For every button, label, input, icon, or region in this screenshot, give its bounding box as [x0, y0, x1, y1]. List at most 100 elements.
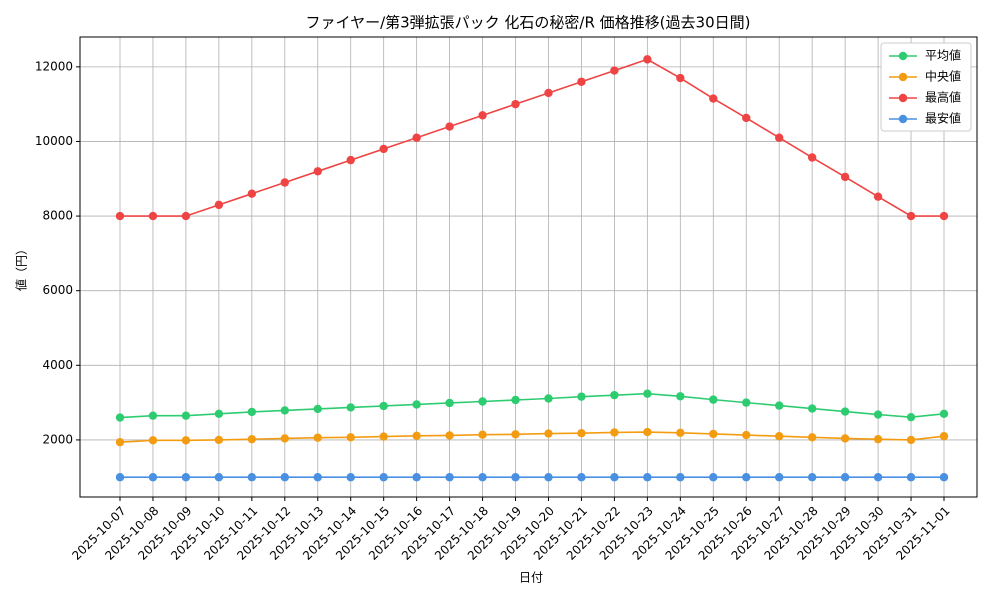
data-point	[445, 473, 454, 482]
data-point	[148, 473, 158, 482]
data-point	[445, 398, 454, 408]
data-point	[181, 211, 191, 221]
data-point	[280, 406, 289, 415]
legend-box	[880, 42, 972, 132]
data-point	[445, 431, 454, 440]
data-point	[379, 144, 388, 154]
data-point	[181, 473, 191, 482]
data-point	[313, 167, 322, 176]
data-point	[544, 88, 553, 98]
data-point	[807, 153, 817, 162]
data-point	[346, 155, 355, 165]
data-point	[148, 411, 158, 420]
series-line	[120, 58, 944, 217]
data-point	[906, 211, 916, 221]
data-point	[478, 397, 487, 406]
data-point	[511, 473, 520, 482]
data-point	[478, 473, 487, 482]
data-point	[709, 94, 718, 103]
data-point	[412, 473, 421, 482]
data-point	[807, 433, 817, 442]
data-point	[906, 473, 916, 482]
data-point	[214, 200, 224, 210]
legend-marker	[898, 51, 908, 61]
data-point	[247, 189, 257, 198]
data-point	[906, 412, 916, 422]
data-point	[346, 433, 355, 442]
data-point	[247, 473, 257, 482]
data-point	[148, 436, 158, 445]
data-point	[643, 427, 652, 437]
data-point	[346, 473, 355, 482]
data-point	[544, 473, 553, 482]
legend-marker	[898, 93, 908, 103]
data-point	[181, 436, 191, 445]
data-point	[511, 430, 520, 439]
data-point	[709, 429, 718, 439]
data-point	[478, 111, 487, 120]
data-point	[676, 73, 685, 83]
legend-marker	[898, 114, 908, 124]
data-point	[115, 437, 125, 447]
data-point	[676, 428, 685, 438]
data-point	[807, 404, 817, 413]
data-point	[511, 395, 520, 405]
legend-label: 平均値	[925, 48, 961, 63]
data-point	[214, 409, 224, 419]
x-axis-label: 日付	[519, 571, 543, 585]
data-point	[643, 473, 652, 482]
data-point	[280, 178, 289, 187]
data-point	[939, 409, 949, 419]
data-point	[379, 432, 388, 441]
data-point	[775, 431, 784, 441]
data-point	[379, 401, 388, 411]
y-tick-label: 2000	[42, 432, 73, 446]
data-point	[346, 403, 355, 412]
data-point	[577, 473, 586, 482]
data-point	[775, 401, 784, 410]
y-tick-label: 4000	[42, 358, 73, 372]
data-point	[873, 434, 883, 444]
data-point	[280, 434, 289, 443]
data-point	[643, 55, 652, 64]
y-axis-label: 値（円）	[14, 243, 29, 291]
legend-label: 最高値	[925, 90, 961, 105]
y-tick-label: 6000	[42, 283, 73, 297]
data-point	[873, 473, 883, 482]
series-line	[119, 431, 945, 443]
plot-frame	[79, 36, 978, 498]
data-point	[873, 410, 883, 419]
data-point	[610, 428, 619, 437]
data-point	[742, 473, 751, 482]
data-point	[643, 389, 652, 398]
data-point	[445, 122, 454, 131]
legend-marker	[898, 72, 908, 82]
data-point	[676, 473, 685, 482]
data-point	[577, 77, 586, 86]
data-point	[742, 398, 751, 407]
data-point	[906, 435, 916, 445]
data-point	[148, 211, 158, 221]
data-point	[840, 172, 850, 182]
y-tick-label: 8000	[42, 209, 73, 223]
data-point	[313, 473, 322, 482]
data-point	[610, 66, 619, 75]
data-point	[939, 473, 949, 482]
data-point	[577, 392, 586, 401]
legend-label: 中央値	[925, 69, 961, 84]
data-point	[478, 430, 487, 439]
data-point	[840, 434, 850, 443]
y-tick-label: 12000	[35, 59, 73, 73]
data-point	[544, 394, 553, 403]
data-point	[775, 473, 784, 482]
data-point	[709, 395, 718, 404]
data-point	[840, 473, 850, 482]
data-point	[742, 113, 751, 123]
data-point	[247, 434, 257, 444]
data-point	[247, 407, 257, 417]
data-point	[511, 99, 520, 109]
data-point	[115, 473, 125, 482]
